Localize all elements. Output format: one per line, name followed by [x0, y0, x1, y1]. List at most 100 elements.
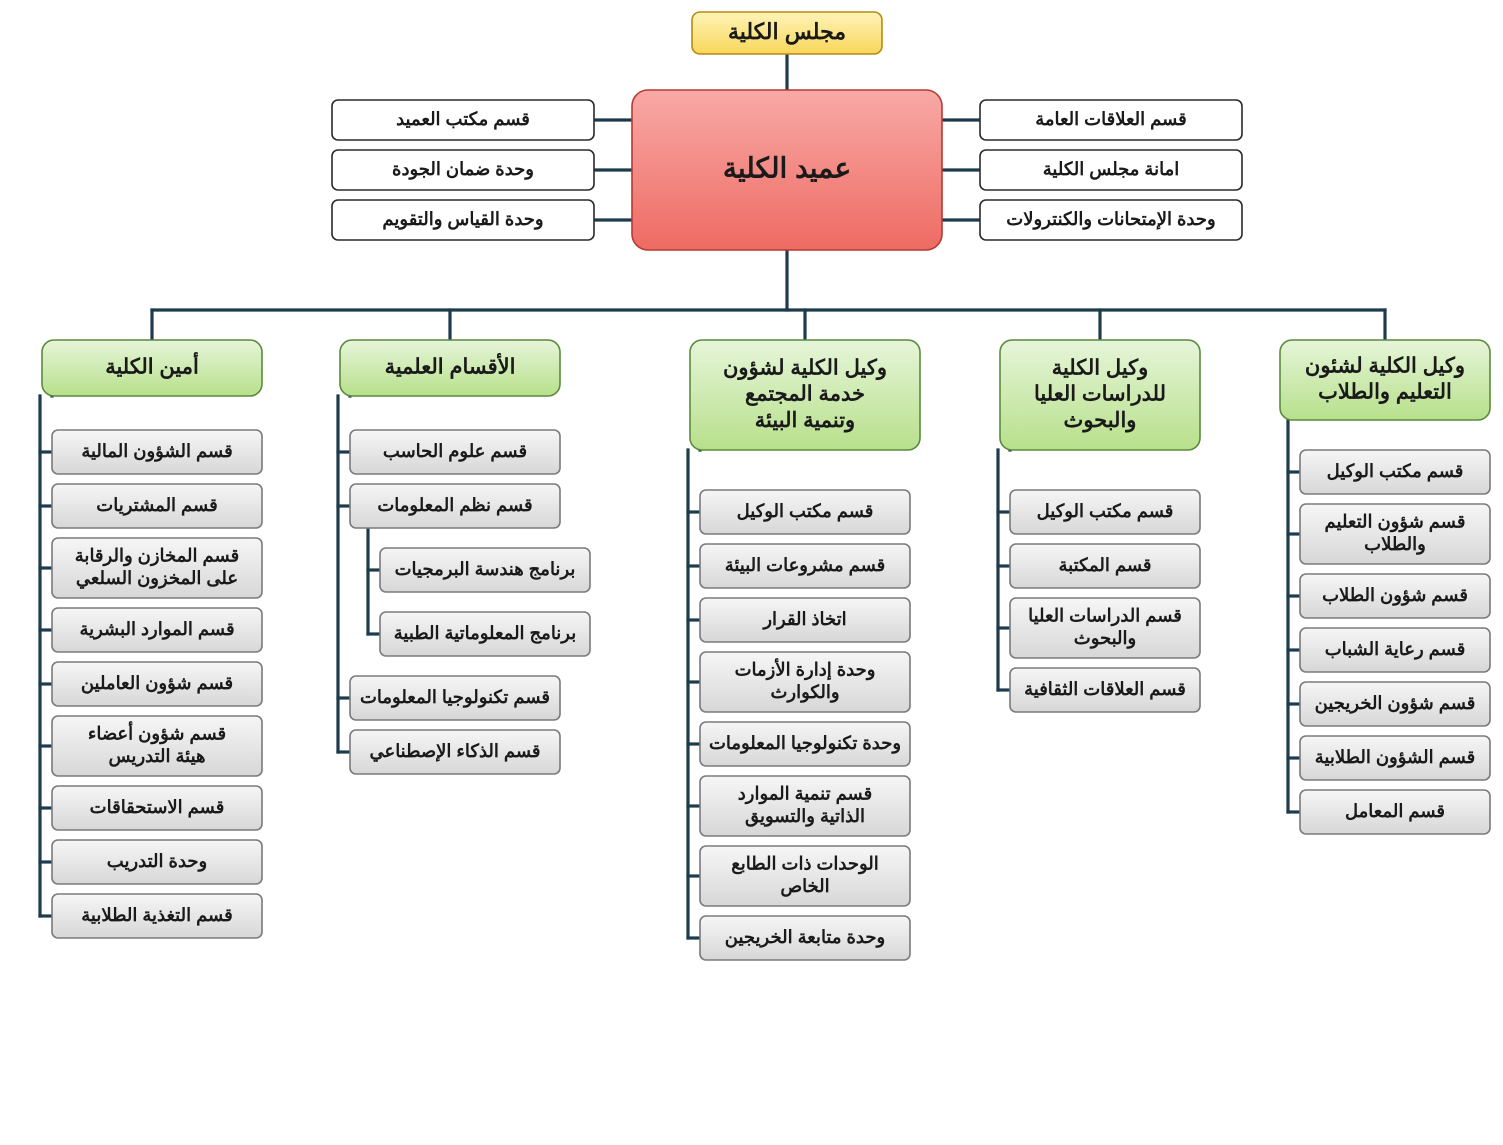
node-label: قسم تكنولوجيا المعلومات: [360, 687, 550, 708]
node-label: قسم شؤون الطلاب: [1322, 585, 1468, 606]
node-b1c7: قسم المعامل: [1300, 790, 1490, 834]
node-label: قسم مكتب الوكيل: [737, 501, 874, 522]
node-label: هيئة التدريس: [108, 746, 205, 767]
node-label: قسم الذكاء الإصطناعي: [369, 741, 540, 762]
node-r1: قسم العلاقات العامة: [980, 100, 1242, 140]
node-label: قسم الدراسات العليا: [1028, 606, 1182, 627]
node-label: برنامج المعلوماتية الطبية: [394, 623, 577, 644]
nodes-layer: مجلس الكلية عميد الكلية قسم العلاقات العام…: [42, 12, 1490, 960]
node-b2c2: قسم المكتبة: [1010, 544, 1200, 588]
node-label: للدراسات العليا: [1034, 383, 1166, 407]
node-l3: وحدة القياس والتقويم: [332, 200, 594, 240]
node-b3c8: وحدة متابعة الخريجين: [700, 916, 910, 960]
node-b4c2: قسم نظم المعلومات: [350, 484, 560, 528]
node-b3c7: الوحدات ذات الطابعالخاص: [700, 846, 910, 906]
node-label: الوحدات ذات الطابع: [731, 854, 879, 875]
node-council: مجلس الكلية: [692, 12, 882, 54]
node-b3c4: وحدة إدارة الأزماتوالكوارث: [700, 652, 910, 712]
node-label: عميد الكلية: [723, 152, 851, 183]
node-label: على المخزون السلعي: [76, 568, 238, 589]
node-label: الخاص: [780, 876, 829, 897]
node-label: قسم الشؤون المالية: [81, 441, 232, 462]
node-label: والكوارث: [770, 682, 839, 703]
node-label: والبحوث: [1074, 628, 1136, 649]
node-r2: امانة مجلس الكلية: [980, 150, 1242, 190]
node-label: قسم شؤون الخريجين: [1315, 693, 1476, 714]
node-label: قسم تنمية الموارد: [738, 784, 872, 805]
node-b1c2: قسم شؤون التعليموالطلاب: [1300, 504, 1490, 564]
node-b4c2b: برنامج المعلوماتية الطبية: [380, 612, 590, 656]
node-label: قسم علوم الحاسب: [383, 441, 527, 462]
node-b1c6: قسم الشؤون الطلابية: [1300, 736, 1490, 780]
node-label: قسم المخازن والرقابة: [75, 546, 239, 567]
node-b5c2: قسم المشتريات: [52, 484, 262, 528]
node-label: وتنمية البيئة: [755, 409, 855, 433]
node-label: قسم العلاقات العامة: [1035, 109, 1187, 130]
node-label: قسم مكتب الوكيل: [1327, 461, 1464, 482]
node-label: قسم مكتب العميد: [396, 109, 530, 130]
node-b3c1: قسم مكتب الوكيل: [700, 490, 910, 534]
node-label: خدمة المجتمع: [745, 383, 865, 407]
node-label: والطلاب: [1364, 534, 1426, 555]
node-label: قسم نظم المعلومات: [377, 495, 532, 516]
node-b3c6: قسم تنمية المواردالذاتية والتسويق: [700, 776, 910, 836]
node-label: وحدة متابعة الخريجين: [725, 927, 885, 948]
node-label: قسم العلاقات الثقافية: [1024, 679, 1186, 700]
node-label: قسم الاستحقاقات: [90, 797, 225, 818]
node-b4c1: قسم علوم الحاسب: [350, 430, 560, 474]
node-r3: وحدة الإمتحانات والكنترولات: [980, 200, 1242, 240]
node-label: قسم رعاية الشباب: [1325, 639, 1466, 660]
node-label: وحدة التدريب: [107, 851, 207, 872]
node-b1c1: قسم مكتب الوكيل: [1300, 450, 1490, 494]
node-b4: الأقسام العلمية: [340, 340, 560, 396]
node-b5c7: قسم الاستحقاقات: [52, 786, 262, 830]
node-b3c5: وحدة تكنولوجيا المعلومات: [700, 722, 910, 766]
node-l2: وحدة ضمان الجودة: [332, 150, 594, 190]
node-b4c2a: برنامج هندسة البرمجيات: [380, 548, 590, 592]
node-b2c3: قسم الدراسات العلياوالبحوث: [1010, 598, 1200, 658]
node-b5c3: قسم المخازن والرقابةعلى المخزون السلعي: [52, 538, 262, 598]
node-label: قسم مشروعات البيئة: [725, 555, 886, 576]
node-dean: عميد الكلية: [632, 90, 942, 250]
node-label: امانة مجلس الكلية: [1043, 159, 1179, 180]
node-label: وحدة تكنولوجيا المعلومات: [709, 733, 901, 754]
node-b4c3: قسم تكنولوجيا المعلومات: [350, 676, 560, 720]
node-label: اتخاذ القرار: [761, 609, 846, 630]
node-b2: وكيل الكليةللدراسات العلياوالبحوث: [1000, 340, 1200, 450]
node-label: وحدة إدارة الأزمات: [735, 658, 876, 681]
node-b3: وكيل الكلية لشؤونخدمة المجتمعوتنمية البي…: [690, 340, 920, 450]
node-label: قسم شؤون التعليم: [1325, 512, 1466, 533]
node-label: وحدة الإمتحانات والكنترولات: [1006, 209, 1215, 230]
node-label: مجلس الكلية: [728, 19, 846, 45]
node-b1: وكيل الكلية لشئون التعليم والطلاب: [1280, 340, 1490, 420]
org-chart: مجلس الكلية عميد الكلية قسم العلاقات العام…: [0, 0, 1503, 1145]
node-b5c1: قسم الشؤون المالية: [52, 430, 262, 474]
node-b5c8: وحدة التدريب: [52, 840, 262, 884]
node-b1c3: قسم شؤون الطلاب: [1300, 574, 1490, 618]
node-b5c5: قسم شؤون العاملين: [52, 662, 262, 706]
node-b1c4: قسم رعاية الشباب: [1300, 628, 1490, 672]
node-b2c4: قسم العلاقات الثقافية: [1010, 668, 1200, 712]
node-b5c4: قسم الموارد البشرية: [52, 608, 262, 652]
node-b2c1: قسم مكتب الوكيل: [1010, 490, 1200, 534]
node-b3c3: اتخاذ القرار: [700, 598, 910, 642]
node-b5c6: قسم شؤون أعضاءهيئة التدريس: [52, 716, 262, 776]
node-label: قسم شؤون أعضاء: [88, 722, 226, 745]
node-label: قسم المشتريات: [96, 495, 217, 516]
node-b1c5: قسم شؤون الخريجين: [1300, 682, 1490, 726]
node-label: قسم المكتبة: [1059, 555, 1152, 576]
node-label: قسم الشؤون الطلابية: [1315, 747, 1475, 768]
node-label: الذاتية والتسويق: [745, 806, 865, 827]
node-label: التعليم والطلاب: [1318, 381, 1452, 405]
node-label: الأقسام العلمية: [385, 353, 516, 380]
node-label: والبحوث: [1064, 409, 1137, 433]
node-label: قسم الموارد البشرية: [79, 619, 234, 640]
node-label: قسم التغذية الطلابية: [81, 905, 232, 926]
node-label: قسم شؤون العاملين: [81, 673, 233, 694]
node-label: وحدة القياس والتقويم: [382, 209, 543, 230]
node-label: وكيل الكلية لشئون: [1305, 354, 1465, 378]
node-label: برنامج هندسة البرمجيات: [395, 559, 576, 580]
node-l1: قسم مكتب العميد: [332, 100, 594, 140]
node-b4c4: قسم الذكاء الإصطناعي: [350, 730, 560, 774]
node-b5c9: قسم التغذية الطلابية: [52, 894, 262, 938]
